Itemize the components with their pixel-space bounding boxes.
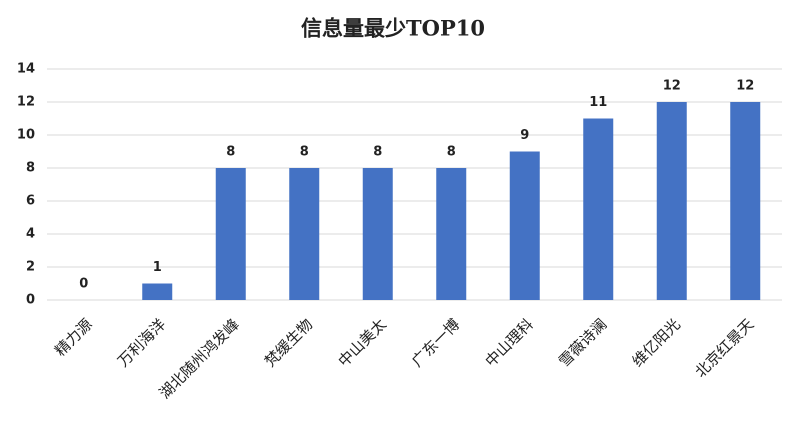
- y-tick-label: 2: [26, 260, 35, 275]
- bar: [142, 283, 173, 300]
- bar: [509, 151, 540, 300]
- data-label: 0: [79, 277, 88, 292]
- x-tick-label: 万利海洋: [114, 315, 169, 370]
- y-tick-label: 14: [17, 62, 35, 77]
- bar: [656, 102, 687, 300]
- x-tick-label: 北京红景天: [691, 315, 757, 381]
- chart-title: 信息量最少TOP10: [301, 16, 485, 41]
- data-label: 8: [373, 145, 382, 160]
- bar: [289, 168, 320, 300]
- data-label: 8: [226, 145, 235, 160]
- x-tick-label: 中山理科: [482, 315, 537, 370]
- bar: [436, 168, 467, 300]
- data-label: 11: [589, 95, 607, 110]
- bar: [362, 168, 393, 300]
- y-tick-label: 4: [26, 227, 35, 242]
- x-tick-label: 广东一博: [408, 315, 463, 370]
- y-tick-label: 10: [17, 128, 35, 143]
- x-tick-label: 中山美太: [335, 315, 390, 370]
- y-tick-label: 0: [26, 293, 35, 308]
- x-tick-label: 雪薇诗澜: [555, 315, 610, 370]
- bar: [215, 168, 246, 300]
- bar: [730, 102, 761, 300]
- x-tick-label: 精力源: [51, 315, 96, 360]
- data-label: 12: [663, 79, 681, 94]
- y-tick-label: 8: [26, 161, 35, 176]
- x-tick-label: 梵缓生物: [261, 315, 316, 370]
- data-label: 8: [447, 145, 456, 160]
- data-label: 12: [736, 79, 754, 94]
- x-tick-label: 维亿阳光: [629, 315, 684, 370]
- data-label: 1: [153, 260, 162, 275]
- y-tick-label: 12: [17, 95, 35, 110]
- bar: [583, 118, 614, 300]
- data-label: 8: [300, 145, 309, 160]
- y-tick-label: 6: [26, 194, 35, 209]
- data-label: 9: [520, 128, 529, 143]
